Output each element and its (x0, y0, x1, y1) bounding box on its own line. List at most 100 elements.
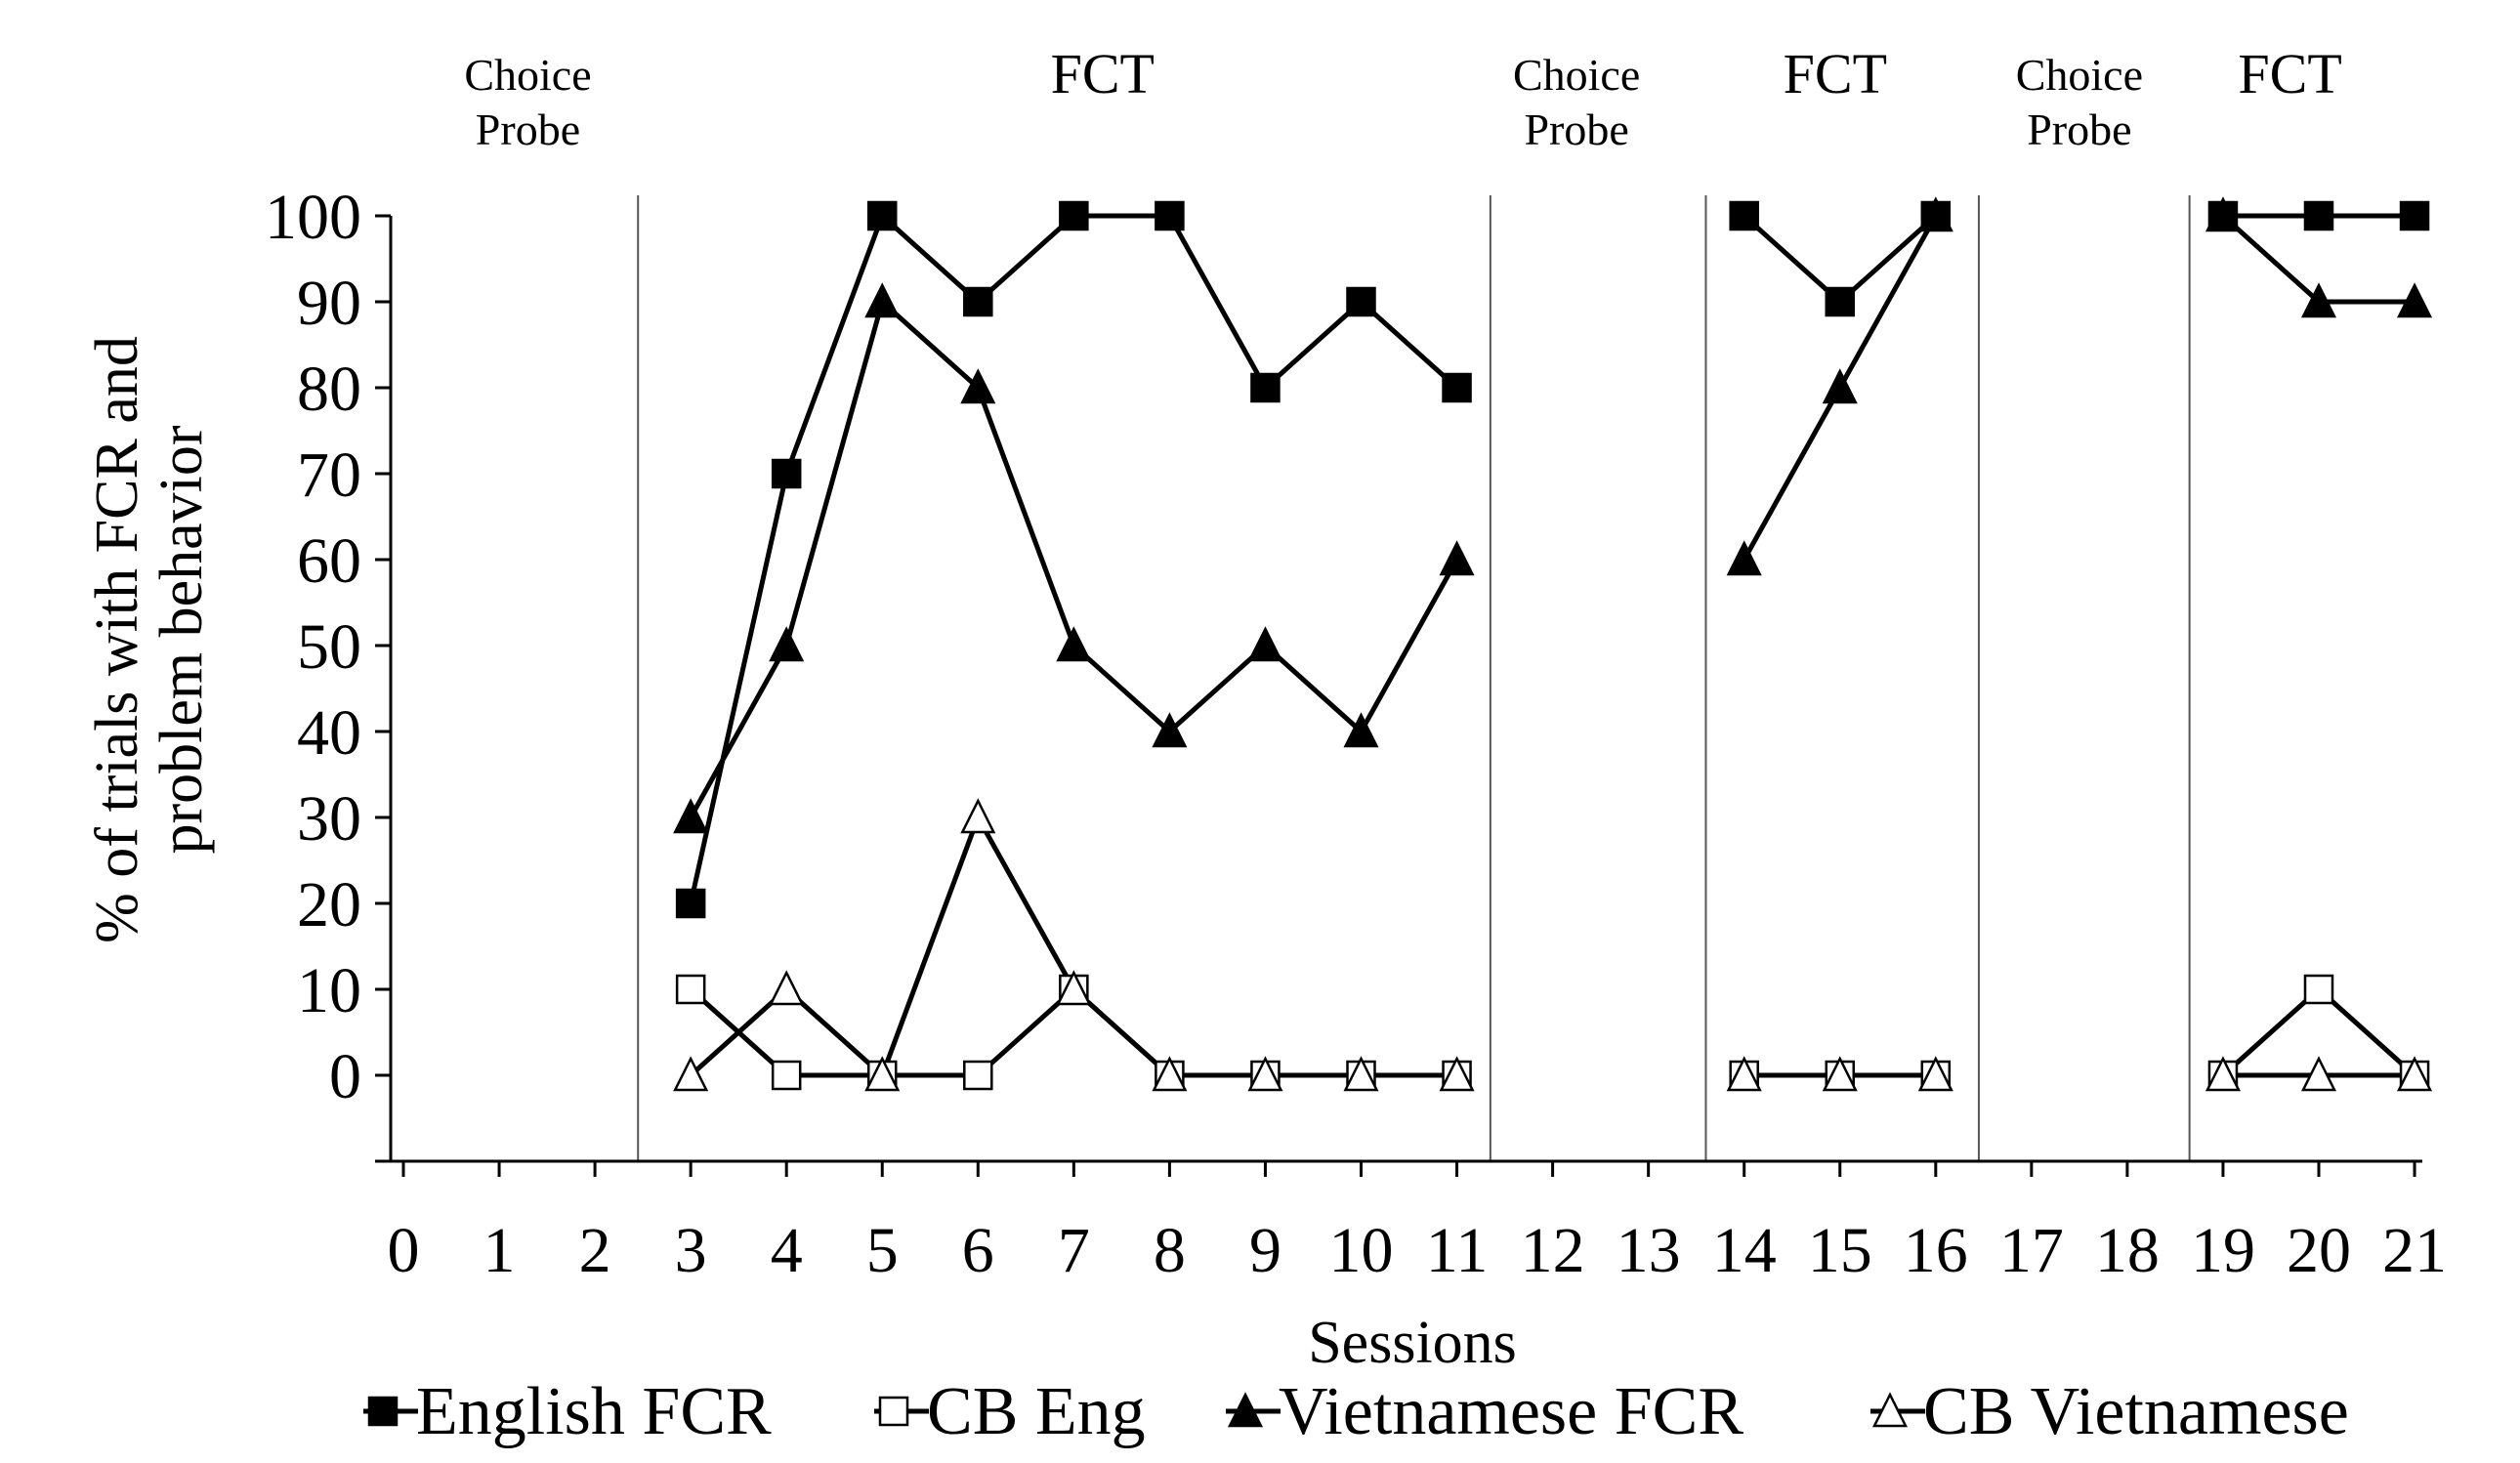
data-point (1155, 200, 1185, 231)
data-point (1822, 1056, 1858, 1092)
y-tick-label: 10 (297, 955, 361, 1026)
y-axis-title-line: % of trials with FCR and (84, 336, 150, 943)
x-tick-label: 13 (1617, 1215, 1681, 1286)
phase-label-line: FCT (1051, 42, 1155, 105)
phase-label-line: Probe (2027, 104, 2131, 154)
x-tick-label: 11 (1426, 1215, 1489, 1286)
data-point (1439, 1056, 1475, 1092)
phase-label: Choice Probe (464, 50, 591, 154)
x-tick-label: 16 (1904, 1215, 1968, 1286)
phase-lines (637, 195, 2191, 1161)
y-tick-label: 90 (297, 268, 361, 339)
phase-label: FCT (2238, 42, 2341, 105)
legend-label: Vietnamese FCR (1279, 1374, 1743, 1449)
x-tick-label: 3 (675, 1215, 707, 1286)
legend-marker (1871, 1392, 1909, 1428)
phase-label: Choice Probe (1513, 50, 1640, 154)
y-tick-label: 30 (297, 783, 361, 855)
data-point (1059, 200, 1089, 231)
y-tick-label: 100 (265, 182, 361, 253)
phase-label: FCT (1784, 42, 1887, 105)
data-point (1247, 626, 1283, 662)
series-line (688, 297, 1459, 819)
data-point (1346, 286, 1376, 317)
data-point (1726, 1056, 1762, 1092)
series-line (688, 211, 1459, 904)
x-tick-label: 18 (2095, 1215, 2160, 1286)
legend: English FCR CB Eng Vietnamese FCR CB Vietna… (363, 1374, 2349, 1449)
legend-label: CB Eng (927, 1374, 1146, 1449)
data-point (2397, 282, 2433, 318)
phase-label: FCT (1051, 42, 1155, 105)
data-point (769, 626, 805, 662)
x-tick-label: 0 (388, 1215, 420, 1286)
data-point (1726, 540, 1762, 576)
data-point (1825, 286, 1855, 317)
legend-label: CB Vietnamese (1923, 1374, 2349, 1449)
data-point (1247, 1056, 1283, 1092)
phase-label-line: Choice (1513, 50, 1640, 100)
phase-label-line: Choice (464, 50, 591, 100)
y-tick-label: 0 (329, 1041, 361, 1112)
data-point (963, 286, 993, 317)
data-series (673, 196, 2433, 1092)
data-point (2399, 200, 2430, 231)
data-point (1822, 368, 1858, 404)
x-tick-label: 21 (2382, 1215, 2447, 1286)
data-point (771, 458, 802, 489)
data-point (1152, 712, 1188, 748)
data-point (2300, 1056, 2337, 1092)
data-point (960, 368, 996, 404)
x-tick-label: 7 (1058, 1215, 1090, 1286)
y-tick-label: 20 (297, 869, 361, 940)
y-axis-title-line: problem behavior (148, 425, 215, 854)
data-point (960, 798, 996, 834)
y-axis-title: % of trials with FCR andproblem behavior (84, 336, 215, 943)
x-tick-label: 6 (962, 1215, 994, 1286)
y-tick-label: 70 (297, 439, 361, 511)
x-tick-label: 5 (866, 1215, 899, 1286)
series-line (689, 812, 1457, 1080)
data-point (1056, 970, 1092, 1006)
data-point (2303, 974, 2334, 1005)
data-point (2397, 1056, 2433, 1092)
x-tick-label: 20 (2287, 1215, 2351, 1286)
data-point (963, 1060, 993, 1091)
y-tick-label: 60 (297, 525, 361, 597)
data-point (1056, 626, 1092, 662)
data-point (675, 888, 706, 919)
y-tick-label: 40 (297, 697, 361, 769)
data-point (2303, 200, 2334, 231)
legend-label: English FCR (416, 1374, 772, 1449)
data-point (864, 282, 901, 318)
x-tick-label: 8 (1154, 1215, 1186, 1286)
legend-marker (367, 1396, 399, 1427)
data-point (1250, 372, 1281, 403)
phase-label: Choice Probe (2016, 50, 2143, 154)
data-point (675, 974, 706, 1005)
data-point (2205, 1056, 2241, 1092)
x-axis-title: Sessions (1308, 1310, 1517, 1376)
data-point (2205, 196, 2241, 232)
data-point (1152, 1056, 1188, 1092)
phase-label-line: Probe (1524, 104, 1628, 154)
legend-marker (1227, 1392, 1264, 1428)
x-tick-label: 9 (1249, 1215, 1281, 1286)
phase-label-line: Choice (2016, 50, 2143, 100)
data-point (673, 1056, 709, 1092)
x-tick-label: 2 (579, 1215, 611, 1286)
data-point (1439, 540, 1475, 576)
data-point (769, 970, 805, 1006)
data-point (1917, 1056, 1953, 1092)
data-point (1343, 712, 1379, 748)
x-tick-label: 19 (2191, 1215, 2255, 1286)
data-point (673, 798, 709, 834)
data-point (771, 1060, 802, 1091)
data-point (867, 200, 898, 231)
x-tick-label: 15 (1808, 1215, 1872, 1286)
data-point (1729, 200, 1759, 231)
data-point (2300, 282, 2337, 318)
